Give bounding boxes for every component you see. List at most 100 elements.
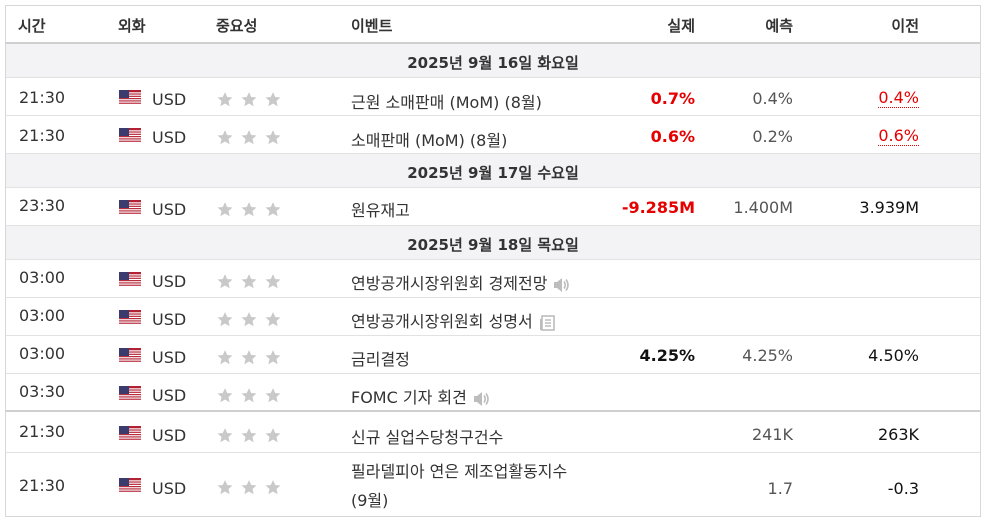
currency-code: USD	[152, 200, 187, 219]
previous-value: 3.939M	[859, 198, 919, 217]
currency-code: USD	[152, 310, 187, 329]
star-icon	[241, 312, 257, 327]
star-icon	[217, 202, 233, 217]
forecast-value: 0.2%	[752, 127, 793, 146]
speaker-icon[interactable]	[553, 277, 571, 293]
forecast-value: 0.4%	[752, 89, 793, 108]
event-time: 21:30	[19, 476, 66, 495]
star-icon	[217, 274, 233, 289]
star-icon	[241, 92, 257, 107]
event-name-with-icon[interactable]: 연방공개시장위원회 경제전망	[351, 270, 571, 294]
table-row[interactable]: 21:30 USD 필라델피아 연은 제조업활동지수 (9월) 1.7 -0.3	[6, 453, 980, 516]
table-row[interactable]: 21:30 USD 근원 소매판매 (MoM) (8월) 0.7% 0.4% 0…	[6, 78, 980, 116]
currency-code: USD	[152, 348, 187, 367]
event-time: 03:00	[19, 306, 66, 325]
event-name-line2[interactable]: (9월)	[351, 491, 389, 510]
currency-code: USD	[152, 128, 187, 147]
event-time: 03:00	[19, 344, 66, 363]
event-name[interactable]: 원유재고	[351, 201, 410, 220]
table-row[interactable]: 03:00 USD 금리결정 4.25% 4.25% 4.50%	[6, 336, 980, 374]
event-time: 21:30	[19, 422, 66, 441]
event-name[interactable]: 연방공개시장위원회 성명서	[351, 312, 533, 331]
event-time: 03:00	[19, 268, 66, 287]
table-header: 시간 외화 중요성 이벤트 실제 예측 이전	[6, 6, 980, 44]
star-icon	[265, 202, 281, 217]
previous-value: -0.3	[887, 479, 919, 498]
event-name-with-icon[interactable]: FOMC 기자 회견	[351, 384, 491, 408]
us-flag-icon	[119, 128, 141, 143]
speaker-icon[interactable]	[473, 391, 491, 407]
forecast-value: 1.400M	[733, 198, 793, 217]
star-icon	[265, 130, 281, 145]
forecast-value: 4.25%	[742, 346, 793, 365]
day-header: 2025년 9월 18일 목요일	[6, 226, 980, 260]
star-icon	[265, 388, 281, 403]
actual-value: 4.25%	[639, 346, 695, 365]
previous-value[interactable]: 0.4%	[878, 88, 919, 108]
header-importance[interactable]: 중요성	[216, 17, 258, 35]
header-previous[interactable]: 이전	[891, 17, 919, 35]
table-row[interactable]: 03:00 USD 연방공개시장위원회 경제전망	[6, 260, 980, 298]
table-row[interactable]: 21:30 USD 소매판매 (MoM) (8월) 0.6% 0.2% 0.6%	[6, 116, 980, 154]
us-flag-icon	[119, 272, 141, 287]
event-name[interactable]: 소매판매 (MoM) (8월)	[351, 131, 508, 150]
importance-stars	[216, 479, 288, 498]
previous-value: 4.50%	[868, 346, 919, 365]
economic-calendar-table: 시간 외화 중요성 이벤트 실제 예측 이전 2025년 9월 16일 화요일 …	[5, 5, 981, 517]
star-icon	[241, 202, 257, 217]
event-name[interactable]: 연방공개시장위원회 경제전망	[351, 274, 548, 293]
forecast-value: 1.7	[767, 479, 793, 498]
previous-value[interactable]: 0.6%	[878, 126, 919, 146]
star-icon	[241, 350, 257, 365]
star-icon	[217, 130, 233, 145]
event-time: 03:30	[19, 382, 66, 401]
event-name[interactable]: FOMC 기자 회견	[351, 388, 467, 407]
star-icon	[241, 274, 257, 289]
star-icon	[265, 428, 281, 443]
star-icon	[217, 480, 233, 495]
event-name-line1[interactable]: 필라델피아 연은 제조업활동지수	[351, 462, 568, 481]
us-flag-icon	[119, 200, 141, 215]
currency-code: USD	[152, 479, 187, 498]
importance-stars	[216, 273, 288, 292]
event-name-with-icon[interactable]: 연방공개시장위원회 성명서	[351, 308, 555, 332]
event-name[interactable]: 금리결정	[351, 350, 410, 369]
table-row[interactable]: 21:30 USD 신규 실업수당청구건수 241K 263K	[6, 412, 980, 453]
day-header: 2025년 9월 17일 수요일	[6, 154, 980, 188]
currency-code: USD	[152, 272, 187, 291]
currency-code: USD	[152, 386, 187, 405]
importance-stars	[216, 349, 288, 368]
star-icon	[265, 274, 281, 289]
currency-code: USD	[152, 90, 187, 109]
star-icon	[241, 428, 257, 443]
document-icon[interactable]	[539, 314, 555, 331]
previous-value: 263K	[877, 425, 919, 444]
star-icon	[217, 350, 233, 365]
importance-stars	[216, 387, 288, 406]
table-row[interactable]: 23:30 USD 원유재고 -9.285M 1.400M 3.939M	[6, 188, 980, 226]
event-name[interactable]: 신규 실업수당청구건수	[351, 428, 504, 447]
header-currency[interactable]: 외화	[118, 17, 146, 35]
us-flag-icon	[119, 310, 141, 325]
event-name[interactable]: 근원 소매판매 (MoM) (8월)	[351, 93, 542, 112]
us-flag-icon	[119, 90, 141, 105]
table-row[interactable]: 03:30 USD FOMC 기자 회견	[6, 374, 980, 412]
star-icon	[241, 388, 257, 403]
header-actual[interactable]: 실제	[667, 17, 695, 35]
header-forecast[interactable]: 예측	[765, 17, 793, 35]
header-time[interactable]: 시간	[18, 17, 46, 35]
star-icon	[265, 480, 281, 495]
forecast-value: 241K	[751, 425, 793, 444]
day-label: 2025년 9월 16일 화요일	[407, 54, 579, 72]
star-icon	[217, 312, 233, 327]
event-time: 21:30	[19, 88, 66, 107]
star-icon	[217, 92, 233, 107]
importance-stars	[216, 129, 288, 148]
header-event[interactable]: 이벤트	[351, 17, 393, 35]
actual-value: -9.285M	[621, 198, 695, 217]
currency-code: USD	[152, 426, 187, 445]
table-row[interactable]: 03:00 USD 연방공개시장위원회 성명서	[6, 298, 980, 336]
us-flag-icon	[119, 478, 141, 493]
us-flag-icon	[119, 348, 141, 363]
star-icon	[241, 480, 257, 495]
